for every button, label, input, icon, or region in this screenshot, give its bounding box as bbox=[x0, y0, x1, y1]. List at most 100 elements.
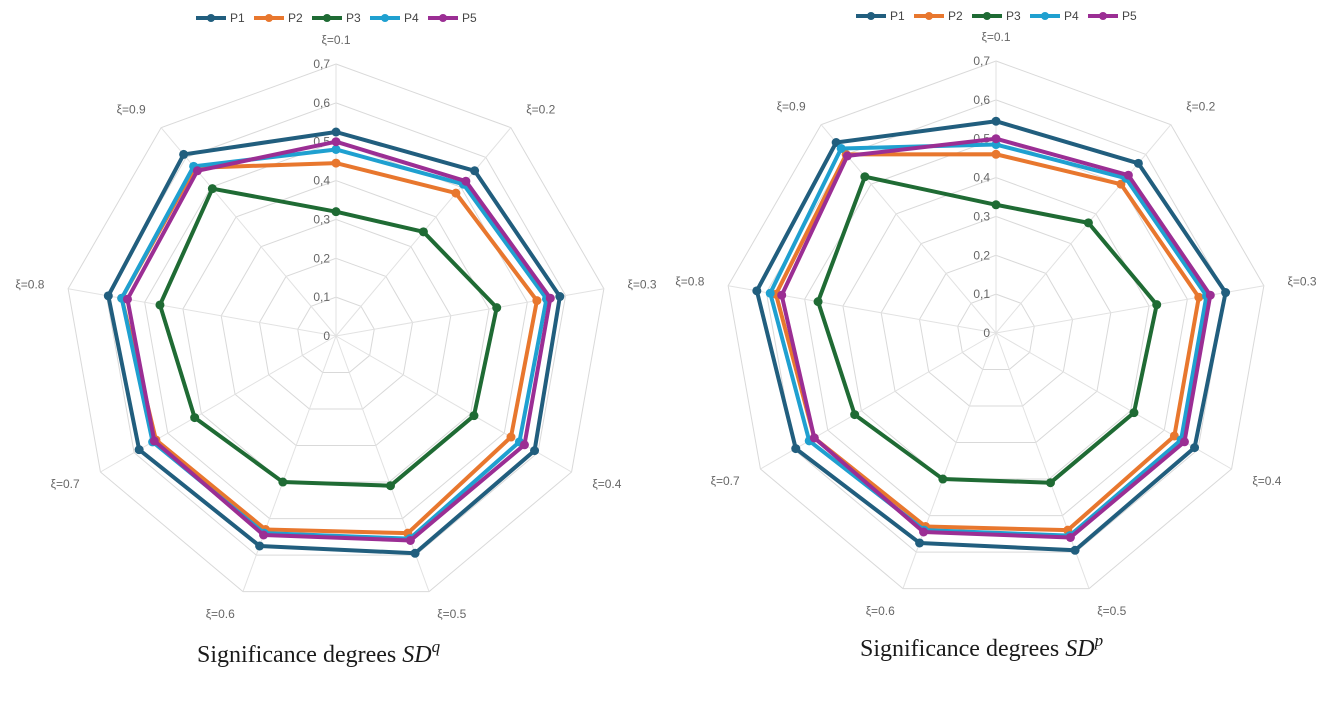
tick-label: 0,3 bbox=[313, 212, 330, 226]
tick-label: 0,1 bbox=[313, 290, 330, 304]
data-point bbox=[813, 297, 823, 307]
grid-spoke bbox=[995, 124, 1172, 334]
category-label: ξ=0.9 bbox=[117, 102, 146, 116]
category-label: ξ=0.6 bbox=[206, 607, 235, 621]
data-point bbox=[1169, 431, 1179, 441]
legend-marker bbox=[207, 14, 215, 22]
data-point bbox=[519, 440, 529, 450]
tick-label: 0,2 bbox=[313, 251, 330, 265]
data-point bbox=[331, 207, 341, 217]
legend-label: P3 bbox=[346, 11, 361, 25]
data-point bbox=[1070, 545, 1080, 555]
tick-label: 0,7 bbox=[973, 54, 990, 68]
data-point bbox=[809, 433, 819, 443]
category-label: ξ=0.5 bbox=[1097, 604, 1126, 618]
data-point bbox=[259, 530, 269, 540]
data-point bbox=[331, 144, 341, 154]
category-label: ξ=0.3 bbox=[628, 278, 657, 292]
data-point bbox=[506, 432, 516, 442]
tick-label: 0,6 bbox=[313, 96, 330, 110]
data-point bbox=[1045, 478, 1055, 488]
data-point bbox=[532, 296, 542, 306]
category-label: ξ=0.1 bbox=[321, 33, 350, 47]
legend-marker bbox=[439, 14, 447, 22]
grid-ring bbox=[67, 63, 605, 593]
data-point bbox=[1221, 288, 1231, 298]
legend-label: P5 bbox=[1122, 9, 1137, 23]
grid-ring bbox=[957, 293, 1035, 371]
tick-label: 0,6 bbox=[973, 93, 990, 107]
data-point bbox=[1129, 408, 1139, 418]
grid-ring bbox=[220, 218, 452, 447]
data-point bbox=[1152, 300, 1162, 310]
data-point bbox=[1083, 218, 1093, 228]
series-P1 bbox=[103, 127, 565, 558]
grid-ring bbox=[918, 254, 1074, 407]
tick-label: 0,4 bbox=[973, 171, 990, 185]
series-P5 bbox=[777, 134, 1215, 542]
data-point bbox=[461, 176, 471, 186]
legend-marker bbox=[867, 12, 875, 20]
data-point bbox=[777, 290, 787, 300]
series-P3 bbox=[155, 184, 502, 491]
legend-marker bbox=[323, 14, 331, 22]
data-point bbox=[469, 411, 479, 421]
legend: P1 P2 P3 P4 P5 bbox=[196, 11, 477, 25]
tick-label: 0,7 bbox=[313, 57, 330, 71]
data-point bbox=[1065, 532, 1075, 542]
data-point bbox=[1116, 179, 1126, 189]
grid-ring bbox=[880, 215, 1112, 444]
data-point bbox=[836, 143, 846, 153]
tick-label: 0,4 bbox=[313, 174, 330, 188]
data-point bbox=[915, 538, 925, 548]
data-point bbox=[842, 151, 852, 161]
grid-spoke bbox=[820, 124, 997, 334]
category-label: ξ=0.4 bbox=[592, 477, 621, 491]
data-point bbox=[791, 444, 801, 454]
legend-marker bbox=[1099, 12, 1107, 20]
data-point bbox=[1179, 437, 1189, 447]
category-label: ξ=0.1 bbox=[981, 30, 1010, 44]
data-point bbox=[850, 410, 860, 420]
data-point bbox=[331, 158, 341, 168]
tick-label: 0 bbox=[983, 326, 990, 340]
data-point bbox=[190, 413, 200, 423]
data-point bbox=[1133, 158, 1143, 168]
caption-superscript: p bbox=[1094, 631, 1104, 650]
caption-symbol: SD bbox=[1065, 636, 1094, 662]
series-P1 bbox=[752, 116, 1231, 555]
series-line bbox=[106, 130, 562, 556]
legend-marker bbox=[265, 14, 273, 22]
data-point bbox=[991, 200, 1001, 210]
data-point bbox=[451, 188, 461, 198]
data-point bbox=[278, 477, 288, 487]
data-point bbox=[555, 292, 565, 302]
chart-caption: Significance degrees SDp bbox=[860, 631, 1103, 662]
legend-label: P2 bbox=[948, 9, 963, 23]
tick-label: 0,2 bbox=[973, 248, 990, 262]
tick-label: 0 bbox=[323, 329, 330, 343]
caption-symbol: SD bbox=[402, 642, 431, 668]
grid-spoke bbox=[995, 332, 1090, 589]
legend-marker bbox=[983, 12, 991, 20]
grid-ring bbox=[727, 60, 1265, 590]
data-point bbox=[207, 184, 217, 194]
series-line bbox=[816, 174, 1159, 485]
caption-superscript: q bbox=[432, 637, 441, 656]
data-point bbox=[155, 300, 165, 310]
data-point bbox=[752, 286, 762, 296]
category-label: ξ=0.5 bbox=[437, 607, 466, 621]
category-label: ξ=0.7 bbox=[711, 474, 740, 488]
data-point bbox=[1194, 292, 1204, 302]
legend-marker bbox=[925, 12, 933, 20]
data-point bbox=[831, 137, 841, 147]
caption-text: Significance degrees bbox=[860, 636, 1065, 662]
tick-label: 0,3 bbox=[973, 209, 990, 223]
data-point bbox=[545, 293, 555, 303]
data-point bbox=[179, 149, 189, 159]
data-point bbox=[492, 303, 502, 313]
series-P3 bbox=[813, 172, 1162, 488]
data-point bbox=[385, 481, 395, 491]
data-point bbox=[149, 436, 159, 446]
